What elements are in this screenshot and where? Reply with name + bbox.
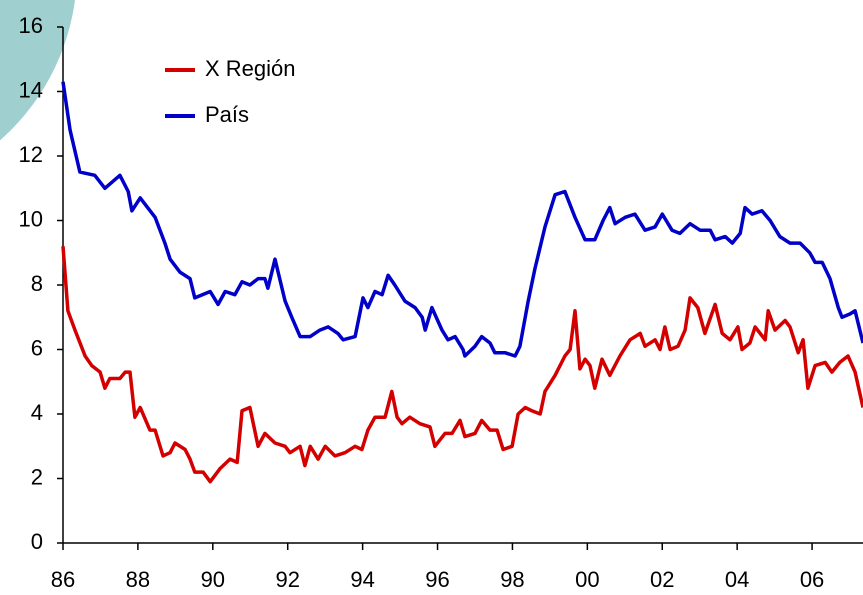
- y-tick-label: 14: [19, 77, 43, 102]
- legend-label: X Región: [205, 56, 296, 81]
- y-tick-label: 10: [19, 206, 43, 231]
- x-tick-label: 86: [51, 567, 75, 592]
- x-tick-label: 02: [650, 567, 674, 592]
- y-tick-label: 0: [31, 529, 43, 554]
- y-tick-label: 4: [31, 400, 43, 425]
- series-line: [61, 246, 863, 484]
- x-tick-label: 88: [126, 567, 150, 592]
- x-tick-label: 00: [575, 567, 599, 592]
- x-tick-label: 90: [201, 567, 225, 592]
- x-tick-label: 98: [500, 567, 524, 592]
- x-tick-label: 92: [275, 567, 299, 592]
- y-tick-label: 12: [19, 142, 43, 167]
- y-tick-label: 8: [31, 271, 43, 296]
- x-tick-label: 04: [725, 567, 749, 592]
- x-tick-label: 96: [425, 567, 449, 592]
- x-tick-label: 06: [800, 567, 824, 592]
- y-tick-label: 16: [19, 13, 43, 38]
- series-line: [61, 81, 863, 358]
- y-tick-label: 2: [31, 464, 43, 489]
- legend-label: País: [205, 102, 249, 127]
- y-tick-label: 6: [31, 335, 43, 360]
- x-tick-label: 94: [350, 567, 374, 592]
- decorative-circle: [0, 0, 75, 141]
